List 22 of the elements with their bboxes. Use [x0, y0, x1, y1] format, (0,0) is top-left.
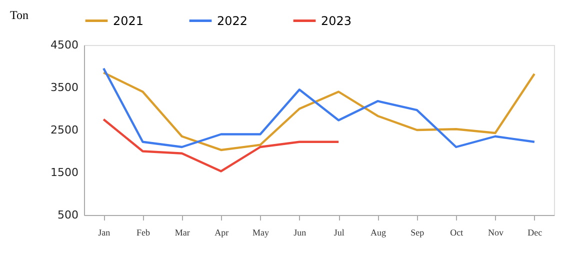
x-tick-label: Jun — [294, 228, 307, 238]
y-tick-label: 4500 — [50, 38, 78, 52]
line-series — [102, 118, 340, 172]
x-tick-label: Aug — [370, 228, 386, 238]
y-tick-label: 1500 — [50, 166, 78, 179]
x-tick-label: Dec — [528, 228, 542, 238]
x-tick-label: Jan — [98, 228, 111, 238]
x-tick-label: May — [252, 228, 270, 238]
y-tick-label: 500 — [58, 208, 78, 222]
x-tick-label: Apr — [214, 228, 229, 238]
y-tick-label: 2500 — [50, 124, 78, 136]
legend-label: 2023 — [321, 14, 352, 28]
x-tick-label: Jul — [334, 228, 345, 238]
x-tick-label: Oct — [450, 228, 464, 238]
x-tick-label: Mar — [174, 228, 190, 238]
x-tick-label: Sep — [410, 228, 425, 238]
legend-label: 2022 — [217, 14, 248, 28]
legend-label: 2021 — [113, 14, 144, 28]
x-tick-label: Nov — [488, 228, 504, 238]
y-axis-title: Ton — [10, 8, 29, 22]
y-tick-label: 3500 — [50, 81, 78, 94]
x-tick-label: Feb — [136, 228, 150, 238]
